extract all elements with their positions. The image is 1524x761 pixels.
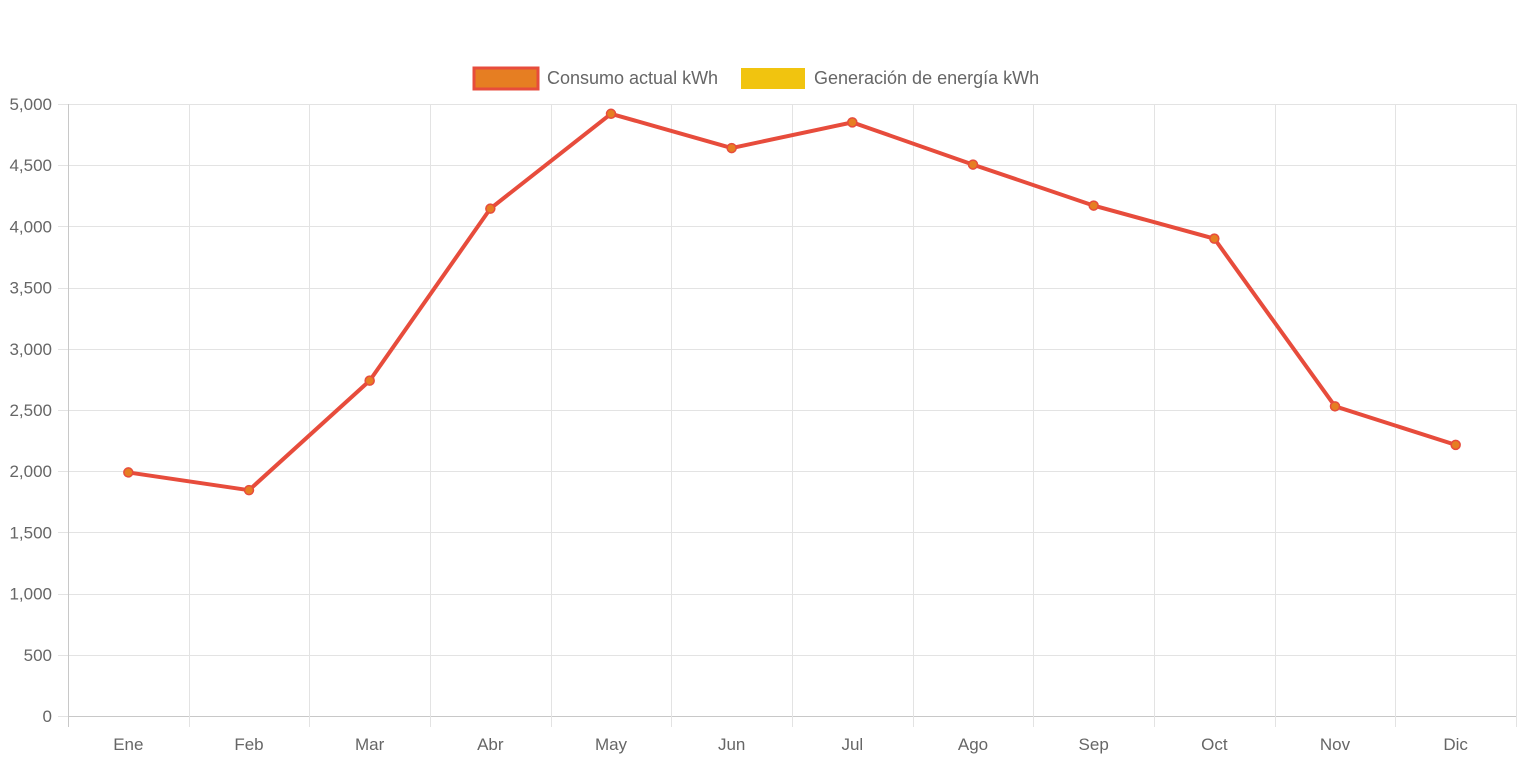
y-tick-label: 3,500 [9, 279, 52, 298]
series-layer [123, 108, 1461, 496]
legend-label-generacion: Generación de energía kWh [814, 68, 1039, 88]
x-tick-label: May [595, 735, 628, 754]
y-tick-label: 4,500 [9, 156, 52, 175]
y-axis-tick-labels: 0 500 1,000 1,500 2,000 2,500 3,000 3,500 4,000 4… [9, 95, 52, 726]
data-point[interactable] [364, 375, 375, 386]
x-tick-label: Ago [958, 735, 988, 754]
x-tick-label: Sep [1079, 735, 1109, 754]
chart-legend: Consumo actual kWh Generación de energía… [472, 66, 1039, 91]
x-tick-label: Jul [841, 735, 863, 754]
data-point[interactable] [605, 108, 617, 120]
data-point[interactable] [1450, 439, 1461, 451]
data-point[interactable] [243, 484, 255, 496]
x-axis-tick-labels: Ene Feb Mar Abr May Jun Jul Ago Sep Oct Nov Dic [113, 735, 1468, 754]
x-tick-label: Abr [477, 735, 504, 754]
legend-swatch-consumo [472, 66, 540, 91]
x-tick-label: Nov [1320, 735, 1351, 754]
data-point[interactable] [847, 117, 858, 128]
chart-grid [58, 104, 1517, 727]
x-tick-label: Jun [718, 735, 745, 754]
legend-item-consumo[interactable]: Consumo actual kWh [472, 66, 718, 91]
x-tick-label: Mar [355, 735, 385, 754]
x-tick-label: Dic [1443, 735, 1468, 754]
y-tick-label: 4,000 [9, 217, 52, 236]
y-tick-label: 0 [43, 707, 52, 726]
y-tick-label: 1,500 [9, 523, 52, 542]
data-point[interactable] [123, 467, 134, 478]
legend-swatch-generacion [741, 68, 805, 89]
data-point[interactable] [967, 159, 979, 170]
series-line-0 [126, 111, 1458, 493]
data-point[interactable] [726, 142, 737, 154]
y-tick-label: 1,000 [9, 585, 52, 604]
y-tick-label: 500 [24, 646, 52, 665]
y-tick-label: 2,500 [9, 401, 52, 420]
data-point[interactable] [1329, 401, 1341, 412]
x-tick-label: Ene [113, 735, 143, 754]
x-tick-label: Feb [234, 735, 263, 754]
y-tick-label: 2,000 [9, 462, 52, 481]
data-point[interactable] [1088, 200, 1099, 211]
legend-label-consumo: Consumo actual kWh [547, 68, 718, 88]
data-point[interactable] [1209, 233, 1220, 244]
legend-item-generacion[interactable]: Generación de energía kWh [741, 68, 1039, 89]
y-tick-label: 5,000 [9, 95, 52, 114]
y-tick-label: 3,000 [9, 340, 52, 359]
data-point[interactable] [485, 203, 496, 214]
x-tick-label: Oct [1201, 735, 1228, 754]
